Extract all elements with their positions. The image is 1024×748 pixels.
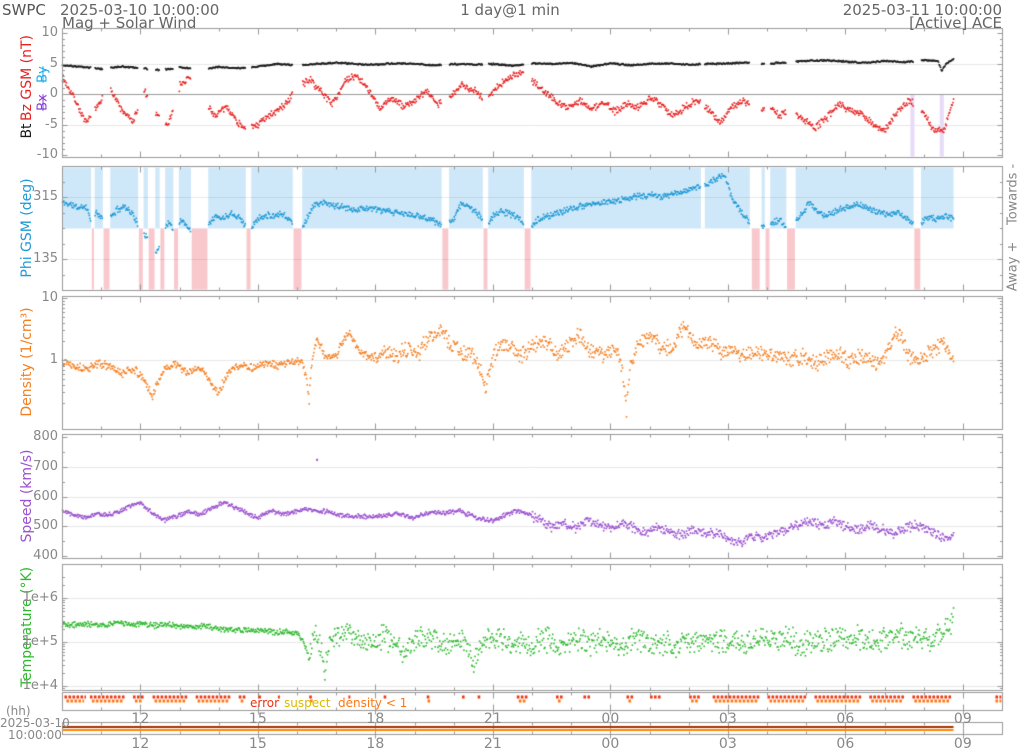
ytick-speed-600: 600 [33, 488, 58, 504]
hour-label-row2-21: 21 [483, 736, 502, 748]
hour-label-row1-03: 03 [718, 711, 737, 727]
hour-label-row2-15: 15 [248, 736, 267, 748]
hour-label-row2-18: 18 [366, 736, 385, 748]
ytick-mag_field-0: 0 [49, 86, 58, 101]
plot-end-datetime: 2025-03-11 10:00:00 [842, 1, 1002, 19]
plot-start-datetime: 2025-03-10 10:00:00 [60, 1, 220, 19]
strip-quality-flags [62, 692, 1002, 710]
ytick-speed-700: 700 [33, 458, 58, 474]
app-title: SWPC [2, 1, 46, 19]
legend-suspect: suspect [284, 696, 331, 710]
hour-label-row1-18: 18 [366, 711, 385, 727]
axis-label-away-towards: Away + Towards - [1005, 163, 1021, 292]
hour-label-row2-06: 06 [836, 736, 855, 748]
hour-label-row1-21: 21 [483, 711, 502, 727]
ytick-temperature-1e+4: 1e+4 [22, 678, 58, 693]
panel-temperature [62, 564, 1002, 690]
ytick-speed-800: 800 [33, 429, 58, 444]
ytick-speed-400: 400 [33, 548, 58, 563]
panel-mag-field [62, 28, 1002, 157]
hour-label-row1-15: 15 [248, 711, 267, 727]
ytick-temperature-1e+6: 1e+6 [22, 590, 58, 605]
hour-label-row1-00: 00 [601, 711, 620, 727]
ytick-density-10: 10 [41, 290, 58, 305]
hour-label-row1-12: 12 [131, 711, 150, 727]
hour-label-row2-12: 12 [131, 736, 150, 748]
footer-start-time: 10:00:00 [8, 728, 62, 742]
hours-unit-label: (hh) [6, 704, 31, 718]
ytick-phi_gsm-135: 135 [33, 251, 58, 266]
ytick-temperature-1e+5: 1e+5 [22, 634, 58, 649]
footer-start-date: 2025-03-10 [0, 716, 70, 730]
hour-label-row1-06: 06 [836, 711, 855, 727]
source-status: [Active] ACE [909, 14, 1002, 32]
ytick-mag_field-10: 10 [41, 25, 58, 40]
panel-phi-gsm [62, 166, 1002, 290]
panel-density [62, 296, 1002, 429]
legend-error: error [250, 696, 280, 710]
plot-subtitle: Mag + Solar Wind [62, 14, 197, 32]
plot-resolution: 1 day@1 min [460, 1, 560, 19]
ytick-mag_field--5: -5 [45, 116, 58, 132]
ytick-mag_field-5: 5 [49, 55, 58, 71]
hour-label-row2-00: 00 [601, 736, 620, 748]
ytick-mag_field--10: -10 [36, 147, 58, 162]
axis-label-bz: Bz GSM (nT) [19, 34, 35, 122]
hour-label-row2-09: 09 [953, 736, 972, 748]
hour-label-row1-09: 09 [953, 711, 972, 727]
axis-label-temperature: Temperature (°K) [19, 566, 35, 688]
hour-label-row2-03: 03 [718, 736, 737, 748]
ytick-density-1: 1 [49, 352, 58, 367]
ytick-speed-500: 500 [33, 518, 58, 534]
ytick-phi_gsm-315: 315 [33, 189, 58, 204]
legend-density-lt-1: density < 1 [338, 696, 408, 710]
panel-speed [62, 434, 1002, 558]
